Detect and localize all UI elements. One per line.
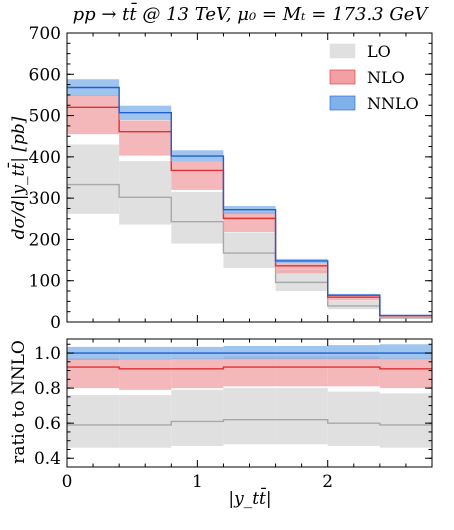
top-lo-band-bin-3 bbox=[223, 232, 276, 268]
legend-swatch-nnlo bbox=[329, 95, 356, 111]
top-lo-band-bin-0 bbox=[67, 144, 120, 214]
x-axis-label: |y_tt̄| bbox=[228, 486, 271, 509]
legend-swatch-nlo bbox=[329, 69, 356, 85]
top-nnlo-central-line bbox=[67, 86, 432, 317]
bottom-nlo-band-bin-1 bbox=[119, 360, 172, 390]
top-nlo-band-bin-0 bbox=[67, 94, 120, 135]
bottom-lo-band-bin-6 bbox=[379, 393, 432, 448]
top-nlo-band-bin-4 bbox=[275, 262, 328, 274]
top-lo-band-bin-5 bbox=[327, 300, 380, 310]
bottom-lo-band-bin-1 bbox=[119, 395, 172, 448]
bottom-y-axis-label: ratio to NNLO bbox=[9, 340, 29, 464]
top-lo-band-bin-1 bbox=[119, 160, 172, 225]
legend: LO NLO NNLO bbox=[329, 42, 419, 113]
bottom-nlo-band-bin-4 bbox=[275, 356, 328, 387]
top-lo-central-line bbox=[67, 183, 432, 319]
top-y-tick-label: 300 bbox=[29, 189, 61, 209]
bottom-nlo-band-bin-3 bbox=[223, 356, 276, 387]
top-y-tick-label: 600 bbox=[29, 65, 61, 85]
top-y-tick-label: 0 bbox=[50, 313, 61, 333]
legend-swatch-lo bbox=[329, 43, 356, 59]
top-y-tick-label: 700 bbox=[29, 24, 61, 44]
top-nlo-central-line bbox=[67, 106, 432, 317]
x-tick-label: 2 bbox=[322, 472, 333, 492]
x-tick-label: 1 bbox=[192, 472, 203, 492]
bottom-nlo-central-line bbox=[67, 366, 432, 370]
top-y-tick-label: 100 bbox=[29, 272, 61, 292]
top-nlo-band-bin-3 bbox=[223, 212, 276, 232]
top-panel: 0 100 200 300 400 500 600 700 bbox=[29, 24, 433, 333]
bottom-panel: 0.4 0.6 0.8 1.0 0 1 2 bbox=[34, 338, 433, 492]
bottom-nlo-band-bin-0 bbox=[67, 358, 120, 389]
bottom-nlo-band-bin-2 bbox=[171, 358, 224, 389]
bottom-lo-band-bin-0 bbox=[67, 395, 120, 448]
bottom-lo-band-bin-5 bbox=[327, 391, 380, 446]
bottom-nlo-band-bin-6 bbox=[379, 358, 432, 389]
top-nlo-band-bin-1 bbox=[119, 120, 172, 156]
chart-title: pp → tt̄ @ 13 TeV, μ₀ = Mₜ = 173.3 GeV bbox=[73, 1, 430, 25]
bottom-lo-band-bin-4 bbox=[275, 388, 328, 445]
bottom-lo-band-bin-3 bbox=[223, 388, 276, 445]
bottom-lo-central-line bbox=[67, 418, 432, 426]
legend-label-nlo: NLO bbox=[367, 68, 405, 87]
bottom-y-tick-label: 0.8 bbox=[34, 379, 61, 399]
legend-label-nnlo: NNLO bbox=[367, 94, 419, 113]
bottom-nnlo-band-bin-6 bbox=[379, 344, 432, 360]
legend-label-lo: LO bbox=[367, 42, 391, 61]
top-nlo-band-bin-2 bbox=[171, 161, 224, 190]
bottom-y-tick-label: 1.0 bbox=[34, 344, 61, 364]
bottom-y-tick-label: 0.4 bbox=[34, 449, 61, 469]
bottom-nlo-band-bin-5 bbox=[327, 356, 380, 387]
bottom-lo-band-bin-2 bbox=[171, 389, 224, 446]
top-y-tick-label: 500 bbox=[29, 107, 61, 127]
top-lo-band-bin-4 bbox=[275, 270, 328, 292]
x-tick-label: 0 bbox=[62, 472, 73, 492]
bottom-y-tick-label: 0.6 bbox=[34, 414, 61, 434]
bottom-nnlo-band-bin-5 bbox=[327, 345, 380, 360]
top-nlo-band-bin-5 bbox=[327, 295, 380, 301]
top-y-tick-label: 400 bbox=[29, 148, 61, 168]
top-y-axis-label: dσ/d|y_tt̄| [pb] bbox=[6, 116, 29, 239]
top-lo-band-bin-2 bbox=[171, 191, 224, 244]
top-y-tick-label: 200 bbox=[29, 230, 61, 250]
